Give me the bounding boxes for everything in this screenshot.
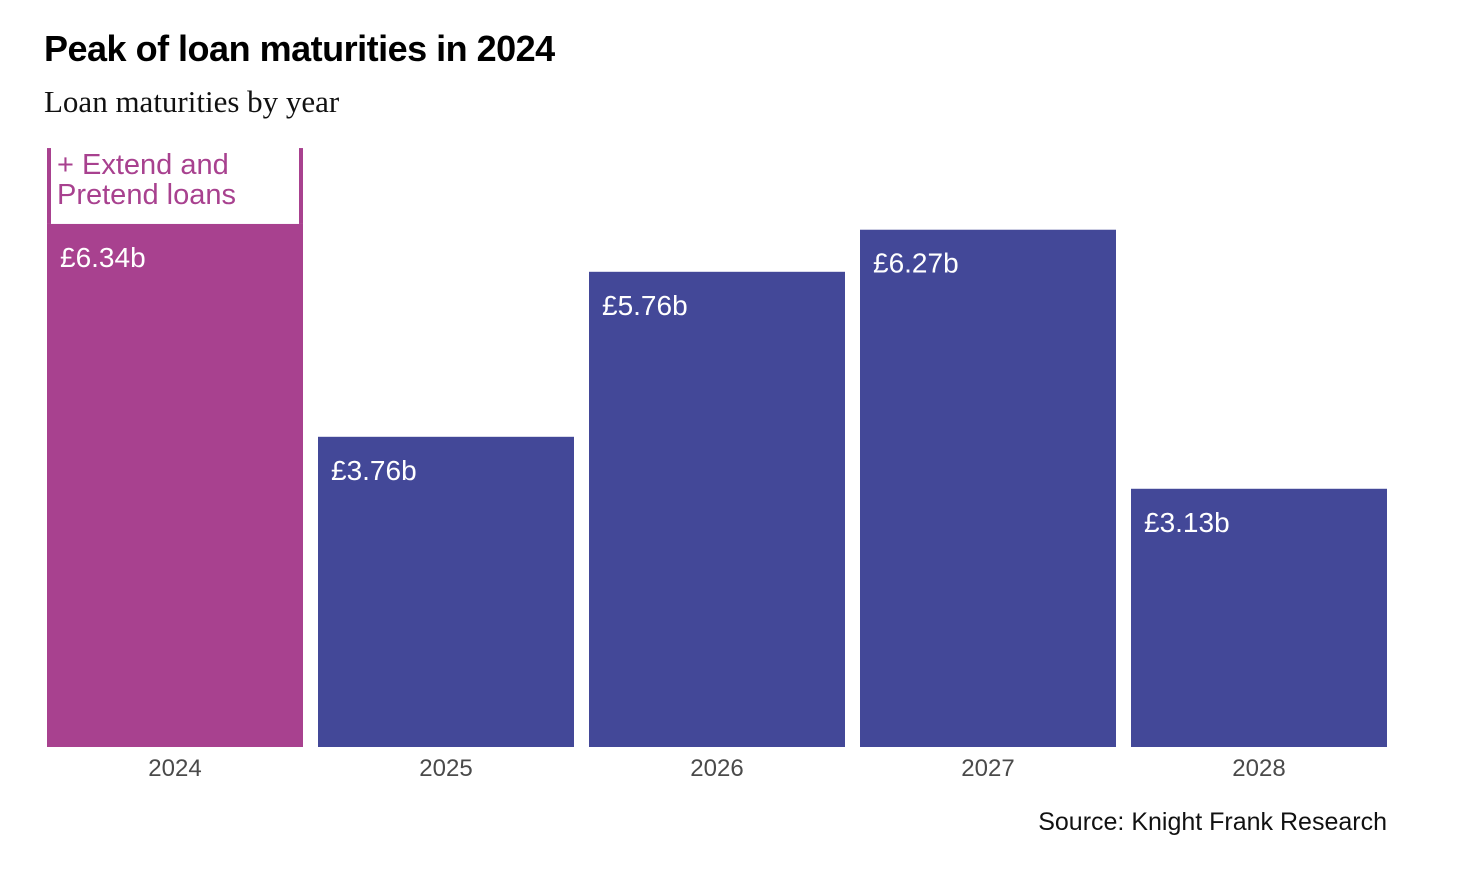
value-label-2024: £6.34b xyxy=(60,242,146,273)
extend-pretend-left-edge xyxy=(47,148,51,224)
bar-2026 xyxy=(589,271,845,747)
annotation-line-1: + Extend and xyxy=(57,149,229,181)
x-tick-2024: 2024 xyxy=(148,755,201,782)
bar-2025 xyxy=(318,436,574,747)
bar-2024 xyxy=(47,223,303,747)
bar-2027 xyxy=(860,229,1116,748)
x-tick-2027: 2027 xyxy=(961,755,1014,782)
value-label-2026: £5.76b xyxy=(602,290,688,321)
value-label-2027: £6.27b xyxy=(873,248,959,279)
value-label-2028: £3.13b xyxy=(1144,507,1230,538)
x-tick-2025: 2025 xyxy=(419,755,472,782)
chart-subtitle: Loan maturities by year xyxy=(44,84,340,119)
bar-2028 xyxy=(1131,488,1387,747)
extend-pretend-right-edge xyxy=(299,148,303,224)
chart-title: Peak of loan maturities in 2024 xyxy=(44,28,555,69)
source-note: Source: Knight Frank Research xyxy=(1038,808,1387,836)
x-tick-2026: 2026 xyxy=(690,755,743,782)
value-label-2025: £3.76b xyxy=(331,455,417,486)
annotation-line-2: Pretend loans xyxy=(57,179,236,211)
x-tick-2028: 2028 xyxy=(1232,755,1285,782)
